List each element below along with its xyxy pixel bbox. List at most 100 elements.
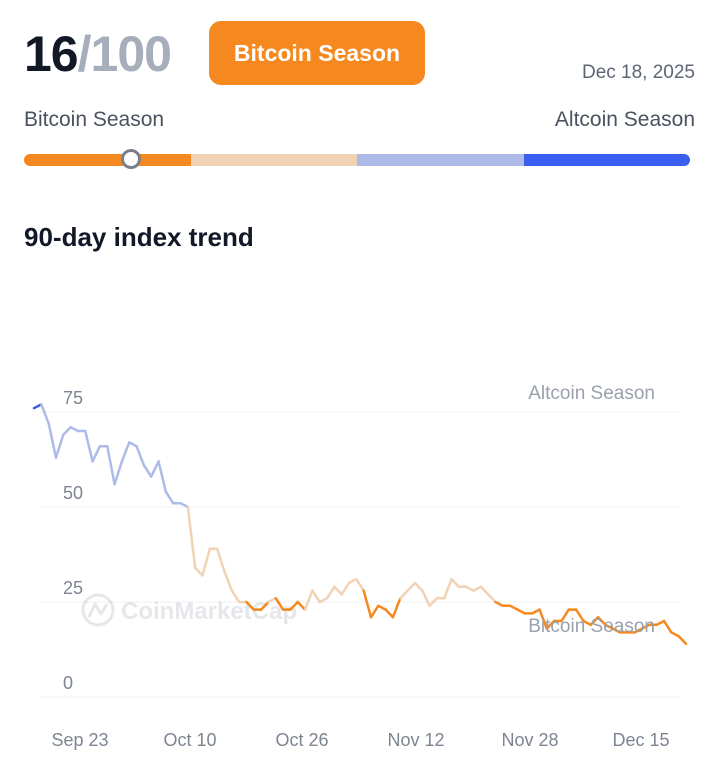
series-line-segment: [596, 615, 607, 627]
series-line-segment: [164, 490, 175, 505]
series-line-segment: [318, 596, 329, 604]
series-line-segment: [274, 596, 285, 611]
series-line-segment: [604, 623, 614, 630]
series-line-segment: [508, 604, 519, 611]
series-line-segment: [428, 596, 439, 608]
series-line-segment: [516, 608, 527, 615]
series-line-segment: [421, 589, 431, 608]
section-title: 90-day index trend: [24, 222, 254, 252]
series-line-segment: [289, 600, 299, 611]
series-line-segment: [655, 619, 666, 627]
series-line-segment: [106, 444, 116, 486]
x-tick-label: Dec 15: [612, 730, 669, 750]
series-line-segment: [479, 585, 490, 596]
meter-indicator: [120, 149, 141, 169]
meter-segment: [190, 154, 357, 166]
series-line-segment: [215, 547, 226, 573]
series-line-segment: [362, 589, 373, 619]
series-line-segment: [486, 593, 497, 604]
series-line-segment: [399, 589, 409, 600]
series-line-segment: [54, 433, 65, 459]
series-line-segment: [560, 608, 571, 623]
series-line-segment: [149, 460, 160, 478]
y-tick-label: 25: [63, 578, 83, 598]
series-line-segment: [142, 463, 153, 478]
series-line-segment: [582, 619, 593, 627]
series-line-segment: [355, 577, 365, 592]
y-tick-label: 50: [63, 483, 83, 503]
index-trend-chart: 0 25 50 75 CoinMarketCap Altcoin Season Bitcoi…: [32, 383, 688, 750]
y-tick-label: 0: [63, 673, 73, 693]
series-line-segment: [391, 596, 402, 619]
coinmarketcap-watermark: CoinMarketCap: [81, 593, 297, 627]
series-line-segment: [347, 577, 358, 585]
series-line-segment: [538, 608, 549, 630]
series-line-segment: [677, 634, 688, 646]
x-tick-label: Oct 26: [275, 730, 328, 750]
series-line-segment: [193, 566, 204, 577]
series-line-segment: [62, 425, 72, 437]
season-meter: [24, 154, 690, 166]
series-line-segment: [259, 600, 270, 611]
series-line-segment: [69, 425, 80, 433]
series-line-segment: [406, 581, 417, 592]
series-line-segment: [84, 429, 94, 463]
series-line-segment: [413, 581, 424, 592]
x-tick-label: Nov 12: [387, 730, 444, 750]
series-line-segment: [662, 619, 673, 634]
series-line-segment: [40, 403, 50, 425]
meter-segment: [24, 154, 191, 166]
series-line-segment: [223, 570, 234, 592]
series-line-segment: [442, 577, 453, 600]
series-line-segment: [574, 608, 585, 623]
series-line-segment: [179, 501, 190, 509]
coinmarketcap-logo-icon: [81, 593, 115, 627]
series-line-segment: [450, 577, 461, 589]
series-line-segment: [201, 547, 212, 577]
series-line-segment: [589, 615, 600, 627]
annotation-altcoin-season: Altcoin Season: [528, 383, 655, 404]
meter-right-label: Altcoin Season: [554, 108, 695, 131]
series-line-segment: [230, 589, 241, 604]
series-line-segment: [340, 581, 351, 596]
series-line-segment: [545, 619, 556, 630]
series-line-segment: [384, 608, 395, 619]
series-line-segment: [311, 589, 321, 604]
series-line-segment: [494, 600, 505, 608]
series-line-segment: [670, 631, 680, 638]
series-line-segment: [530, 608, 541, 615]
series-line-segment: [120, 441, 131, 463]
series-line-segment: [186, 505, 197, 570]
x-tick-label: Oct 10: [163, 730, 216, 750]
index-date: Dec 18, 2025: [581, 62, 695, 83]
x-tick-label: Nov 28: [501, 730, 558, 750]
meter-left-label: Bitcoin Season: [24, 108, 165, 131]
y-tick-label: 75: [63, 388, 83, 408]
x-tick-label: Sep 23: [51, 730, 108, 750]
series-line-segment: [640, 623, 651, 630]
meter-segment: [357, 154, 524, 166]
series-line-segment: [113, 460, 124, 486]
score-value: 16: [24, 26, 79, 82]
index-score: 16/100: [24, 22, 172, 86]
series-line-segment: [333, 585, 343, 596]
series-line-segment: [47, 422, 58, 459]
annotation-bitcoin-season: Bitcoin Season: [528, 616, 655, 637]
meter-segment: [523, 154, 690, 166]
series-line-segment: [472, 585, 483, 592]
series-line-segment: [135, 444, 146, 467]
series-line-segment: [32, 403, 43, 410]
series-line-segment: [245, 600, 256, 611]
score-max: /100: [77, 26, 172, 82]
series-line-segment: [296, 600, 307, 611]
series-line-segment: [611, 627, 622, 634]
series-line-segment: [157, 460, 168, 494]
series-line-segment: [91, 444, 102, 463]
series-line-segment: [325, 585, 336, 600]
coinmarketcap-logo-mark: [87, 602, 109, 618]
series-line-segment: [369, 604, 380, 619]
season-badge: Bitcoin Season: [209, 21, 425, 85]
series-line-segment: [303, 589, 314, 611]
series-line-segment: [464, 585, 475, 592]
series-line-segment: [267, 596, 278, 604]
